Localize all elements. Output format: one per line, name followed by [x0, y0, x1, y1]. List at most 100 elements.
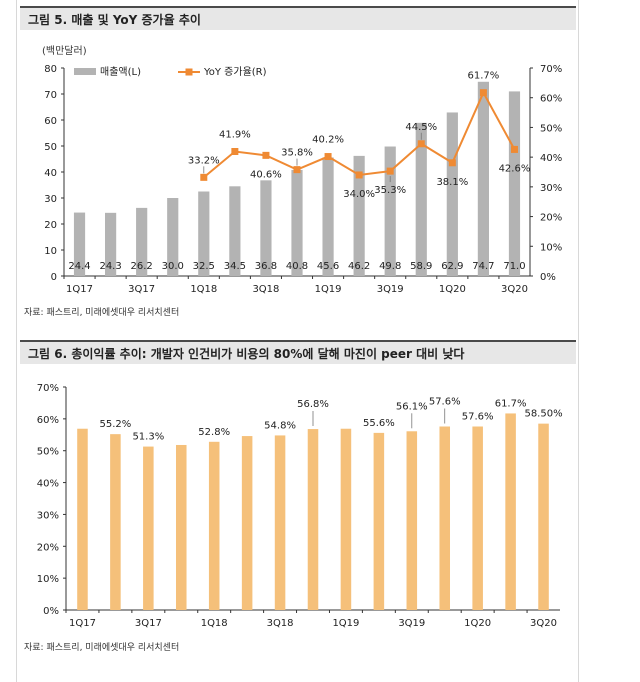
revenue-bar-label: 32.5 — [193, 261, 215, 272]
figure6-source: 자료: 패스트리, 미래에셋대우 리서치센터 — [24, 643, 180, 653]
yoy-point-label: 41.9% — [219, 129, 251, 140]
revenue-bar-label: 36.8 — [255, 261, 277, 272]
margin-bar-label: 58.50% — [524, 409, 562, 420]
y-axis-tick-label: 60% — [37, 415, 59, 426]
right-axis-tick-label: 50% — [540, 123, 562, 134]
y-axis-tick-label: 50% — [37, 447, 59, 458]
x-axis-tick-label: 1Q20 — [439, 284, 466, 295]
margin-bar-label: 56.8% — [297, 399, 329, 410]
y-axis-tick-label: 70% — [37, 383, 59, 394]
margin-bar — [143, 446, 154, 610]
margin-bar-label: 56.1% — [396, 401, 428, 412]
figure5-source: 자료: 패스트리, 미래에셋대우 리서치센터 — [24, 308, 180, 318]
revenue-bar — [291, 169, 303, 276]
revenue-bar-label: 58.9 — [410, 261, 432, 272]
revenue-bar-label: 24.4 — [68, 261, 90, 272]
revenue-bar-label: 46.2 — [348, 261, 370, 272]
right-axis-tick-label: 10% — [540, 242, 562, 253]
y-axis-tick-label: 40% — [37, 479, 59, 490]
revenue-bar-label: 40.8 — [286, 261, 308, 272]
revenue-bar — [384, 146, 396, 276]
revenue-bar — [322, 157, 334, 276]
revenue-bar-label: 26.2 — [131, 261, 153, 272]
yoy-point — [231, 147, 239, 155]
revenue-bar-label: 34.5 — [224, 261, 246, 272]
margin-bar-label: 61.7% — [495, 398, 527, 409]
revenue-bar — [446, 112, 458, 277]
right-axis-tick-label: 40% — [540, 153, 562, 164]
revenue-bar — [260, 180, 272, 276]
revenue-bar — [508, 91, 521, 277]
margin-bar — [274, 435, 286, 610]
margin-bar-label: 52.8% — [198, 427, 230, 438]
margin-bar-label: 57.6% — [462, 412, 494, 423]
margin-bar — [505, 413, 516, 610]
revenue-bar — [136, 207, 148, 276]
x-axis-tick-label: 3Q20 — [530, 618, 557, 629]
revenue-bar — [415, 122, 427, 276]
right-axis-tick-label: 60% — [540, 94, 562, 105]
x-axis-tick-label: 3Q19 — [398, 618, 425, 629]
margin-bar-label: 51.3% — [132, 432, 164, 443]
revenue-yoy-chart: (백만달러) 0 10 20 30 40 50 60 70 80 0% 10% 20% 30% 40% 50%… — [42, 45, 562, 295]
yoy-point-label: 42.6% — [499, 163, 531, 174]
revenue-bar-label: 45.6 — [317, 261, 339, 272]
figure5-title: 그림 5. 매출 및 YoY 증가율 추이 — [20, 6, 576, 30]
yoy-point-label: 35.8% — [281, 148, 313, 159]
yoy-point-label: 35.3% — [374, 185, 406, 196]
x-axis-tick-label: 1Q20 — [464, 618, 491, 629]
margin-bar-label: 55.2% — [100, 419, 132, 430]
y-axis-tick-label: 20% — [37, 542, 59, 553]
y-axis-tick-label: 30% — [37, 510, 59, 521]
margin-bar-label: 57.6% — [429, 397, 461, 408]
left-axis-tick-label: 30 — [44, 194, 57, 205]
margin-bar — [77, 428, 88, 610]
margin-bar — [175, 444, 187, 610]
left-axis-tick-label: 60 — [44, 116, 57, 127]
yoy-point — [479, 89, 487, 97]
right-axis-tick-label: 70% — [540, 64, 562, 75]
legend-yoy-marker — [185, 68, 193, 76]
x-axis-tick-label: 3Q18 — [267, 618, 294, 629]
yoy-point-label: 40.2% — [312, 135, 344, 146]
revenue-bar — [198, 191, 210, 276]
page-border-right — [578, 0, 579, 682]
x-axis-tick-label: 3Q17 — [135, 618, 162, 629]
left-axis-tick-label: 0 — [51, 272, 57, 283]
margin-bar — [538, 423, 549, 610]
yoy-point — [448, 159, 456, 167]
revenue-bar-label: 71.0 — [503, 261, 525, 272]
x-axis-tick-label: 1Q17 — [69, 618, 96, 629]
yoy-point — [293, 166, 301, 174]
yoy-point — [200, 173, 208, 181]
margin-bar — [110, 434, 121, 610]
margin-bar — [208, 441, 220, 610]
left-axis-tick-label: 20 — [44, 220, 57, 231]
revenue-bar — [229, 186, 241, 276]
right-axis-tick-label: 0% — [540, 272, 556, 283]
right-axis-tick-label: 30% — [540, 183, 562, 194]
x-axis-tick-label: 3Q20 — [501, 284, 528, 295]
right-axis-tick-label: 20% — [540, 213, 562, 224]
legend-yoy-label: YoY 증가율(R) — [203, 66, 267, 78]
yoy-point-label: 44.5% — [405, 122, 437, 133]
margin-bar — [340, 428, 352, 610]
page-border-left — [16, 0, 17, 682]
x-axis-tick-label: 3Q19 — [377, 284, 404, 295]
x-axis-tick-label: 1Q17 — [66, 284, 93, 295]
yoy-point — [324, 153, 332, 161]
yoy-point — [262, 151, 270, 159]
left-axis-tick-label: 40 — [44, 168, 57, 179]
x-axis-tick-label: 1Q19 — [332, 618, 359, 629]
left-axis-unit-label: (백만달러) — [42, 45, 87, 57]
revenue-bar — [353, 155, 365, 276]
yoy-point — [417, 140, 425, 148]
yoy-point-label: 34.0% — [343, 189, 375, 200]
left-axis-tick-label: 80 — [44, 64, 57, 75]
margin-bar — [439, 426, 451, 610]
yoy-point-label: 40.6% — [250, 169, 282, 180]
yoy-point — [355, 171, 363, 179]
revenue-bar-label: 24.3 — [99, 261, 121, 272]
x-axis-tick-label: 1Q18 — [190, 284, 217, 295]
